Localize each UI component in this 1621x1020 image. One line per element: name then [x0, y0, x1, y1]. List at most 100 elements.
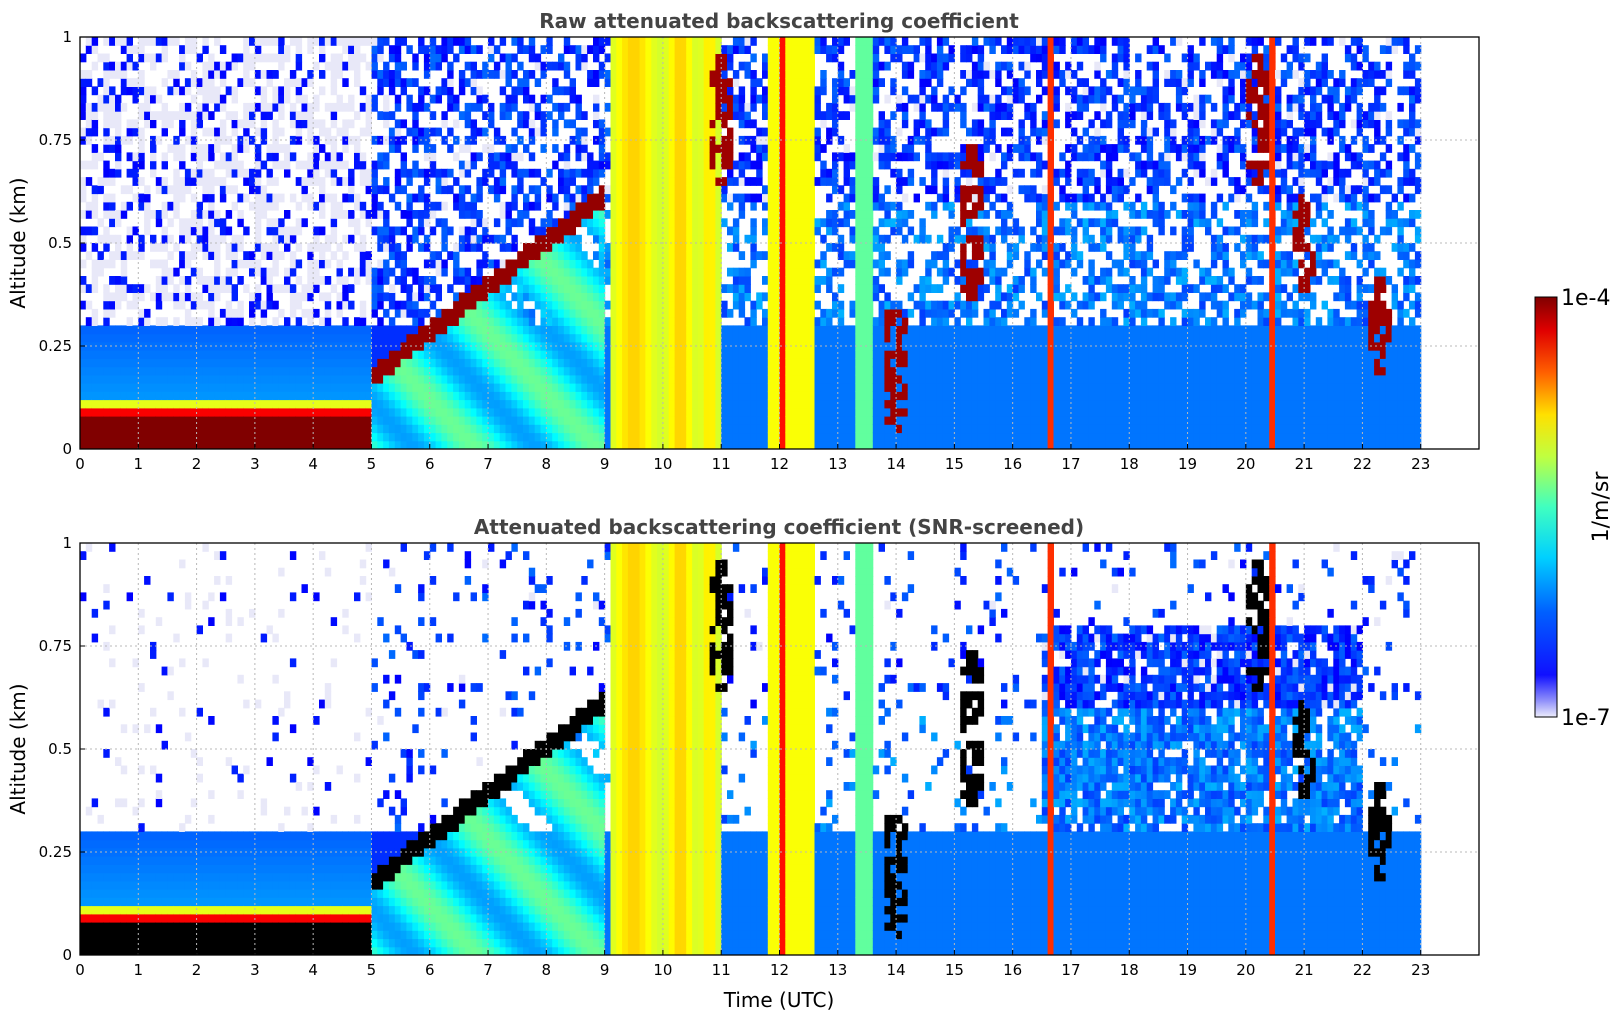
- heatmap-cell: [593, 292, 600, 302]
- heatmap-cell: [738, 383, 746, 392]
- heatmap-cell: [476, 333, 483, 343]
- heatmap-cell: [126, 374, 133, 384]
- heatmap-cell: [266, 226, 273, 236]
- heatmap-cell: [552, 251, 559, 260]
- heatmap-cell: [616, 37, 623, 46]
- heatmap-cell: [692, 267, 699, 277]
- heatmap-cell: [744, 135, 751, 145]
- heatmap-cell: [563, 144, 571, 153]
- heatmap-cell: [307, 317, 314, 326]
- heatmap-cell: [423, 152, 431, 162]
- heatmap-cell: [587, 284, 594, 293]
- heatmap-cell: [680, 374, 687, 384]
- heatmap-cell: [313, 366, 320, 376]
- heatmap-cell: [371, 407, 378, 417]
- heatmap-cell: [202, 61, 209, 71]
- heatmap-cell: [802, 37, 810, 46]
- heatmap-cell: [85, 366, 93, 376]
- heatmap-cell: [622, 218, 629, 228]
- heatmap-cell: [278, 374, 285, 384]
- heatmap-cell: [155, 358, 163, 368]
- heatmap-cell: [272, 350, 279, 359]
- heatmap-cell: [80, 350, 87, 359]
- heatmap-cell: [97, 325, 104, 335]
- heatmap-cell: [662, 440, 670, 449]
- heatmap-cell: [604, 317, 611, 326]
- heatmap-cell: [493, 374, 501, 384]
- heatmap-cell: [622, 308, 629, 318]
- heatmap-cell: [91, 201, 99, 211]
- heatmap-cell: [155, 407, 163, 417]
- heatmap-cell: [616, 341, 623, 351]
- heatmap-cell: [662, 317, 670, 326]
- heatmap-cell: [622, 61, 629, 71]
- heatmap-cell: [383, 152, 390, 162]
- heatmap-cell: [441, 366, 448, 376]
- heatmap-cell: [289, 152, 297, 162]
- heatmap-cell: [744, 325, 751, 335]
- heatmap-cell: [622, 78, 629, 87]
- heatmap-cell: [674, 177, 681, 186]
- heatmap-cell: [528, 383, 536, 392]
- heatmap-cell: [179, 160, 186, 170]
- heatmap-cell: [610, 45, 617, 54]
- heatmap-cell: [808, 432, 815, 442]
- heatmap-cell: [167, 144, 174, 153]
- heatmap-cell: [767, 45, 775, 54]
- heatmap-cell: [144, 358, 151, 368]
- heatmap-cell: [808, 102, 815, 112]
- heatmap-cell: [307, 160, 314, 170]
- heatmap-cell: [80, 374, 87, 384]
- heatmap-cell: [458, 424, 466, 434]
- heatmap-cell: [546, 383, 553, 392]
- heatmap-cell: [319, 440, 326, 449]
- heatmap-cell: [126, 251, 133, 260]
- heatmap-cell: [680, 350, 687, 359]
- heatmap-cell: [109, 424, 116, 434]
- heatmap-cell: [354, 193, 361, 203]
- heatmap-cell: [406, 267, 413, 277]
- heatmap-cell: [587, 177, 594, 186]
- heatmap-cell: [249, 168, 256, 178]
- heatmap-cell: [301, 341, 308, 351]
- heatmap-cell: [610, 135, 617, 145]
- heatmap-cell: [668, 407, 676, 417]
- heatmap-cell: [342, 366, 349, 376]
- heatmap-cell: [808, 399, 815, 409]
- heatmap-cell: [593, 424, 600, 434]
- heatmap-cell: [307, 374, 314, 384]
- heatmap-cell: [208, 399, 215, 409]
- heatmap-cell: [767, 70, 775, 79]
- heatmap-cell: [383, 374, 390, 384]
- heatmap-cell: [616, 399, 623, 409]
- heatmap-cell: [651, 383, 658, 392]
- heatmap-cell: [423, 53, 431, 63]
- heatmap-cell: [703, 144, 711, 153]
- heatmap-cell: [505, 308, 512, 318]
- heatmap-cell: [616, 61, 623, 71]
- heatmap-cell: [493, 160, 501, 170]
- heatmap-cell: [528, 243, 536, 252]
- heatmap-cell: [319, 391, 326, 401]
- heatmap-cell: [482, 292, 489, 302]
- heatmap-cell: [575, 358, 582, 368]
- heatmap-cell: [499, 300, 507, 310]
- heatmap-cell: [219, 424, 227, 434]
- heatmap-cell: [797, 432, 804, 442]
- heatmap-cell: [266, 267, 273, 277]
- heatmap-cell: [418, 317, 425, 326]
- heatmap-cell: [184, 366, 192, 376]
- heatmap-cell: [692, 86, 699, 96]
- heatmap-cell: [383, 292, 390, 302]
- heatmap-cell: [231, 399, 238, 409]
- heatmap-cell: [575, 193, 582, 203]
- heatmap-cell: [797, 317, 804, 326]
- heatmap-cell: [750, 251, 757, 260]
- heatmap-cell: [762, 374, 769, 384]
- heatmap-cell: [441, 45, 448, 54]
- heatmap-cell: [627, 53, 635, 63]
- heatmap-cell: [493, 276, 501, 285]
- heatmap-cell: [633, 300, 641, 310]
- heatmap-cell: [797, 177, 804, 186]
- heatmap-cell: [464, 61, 472, 71]
